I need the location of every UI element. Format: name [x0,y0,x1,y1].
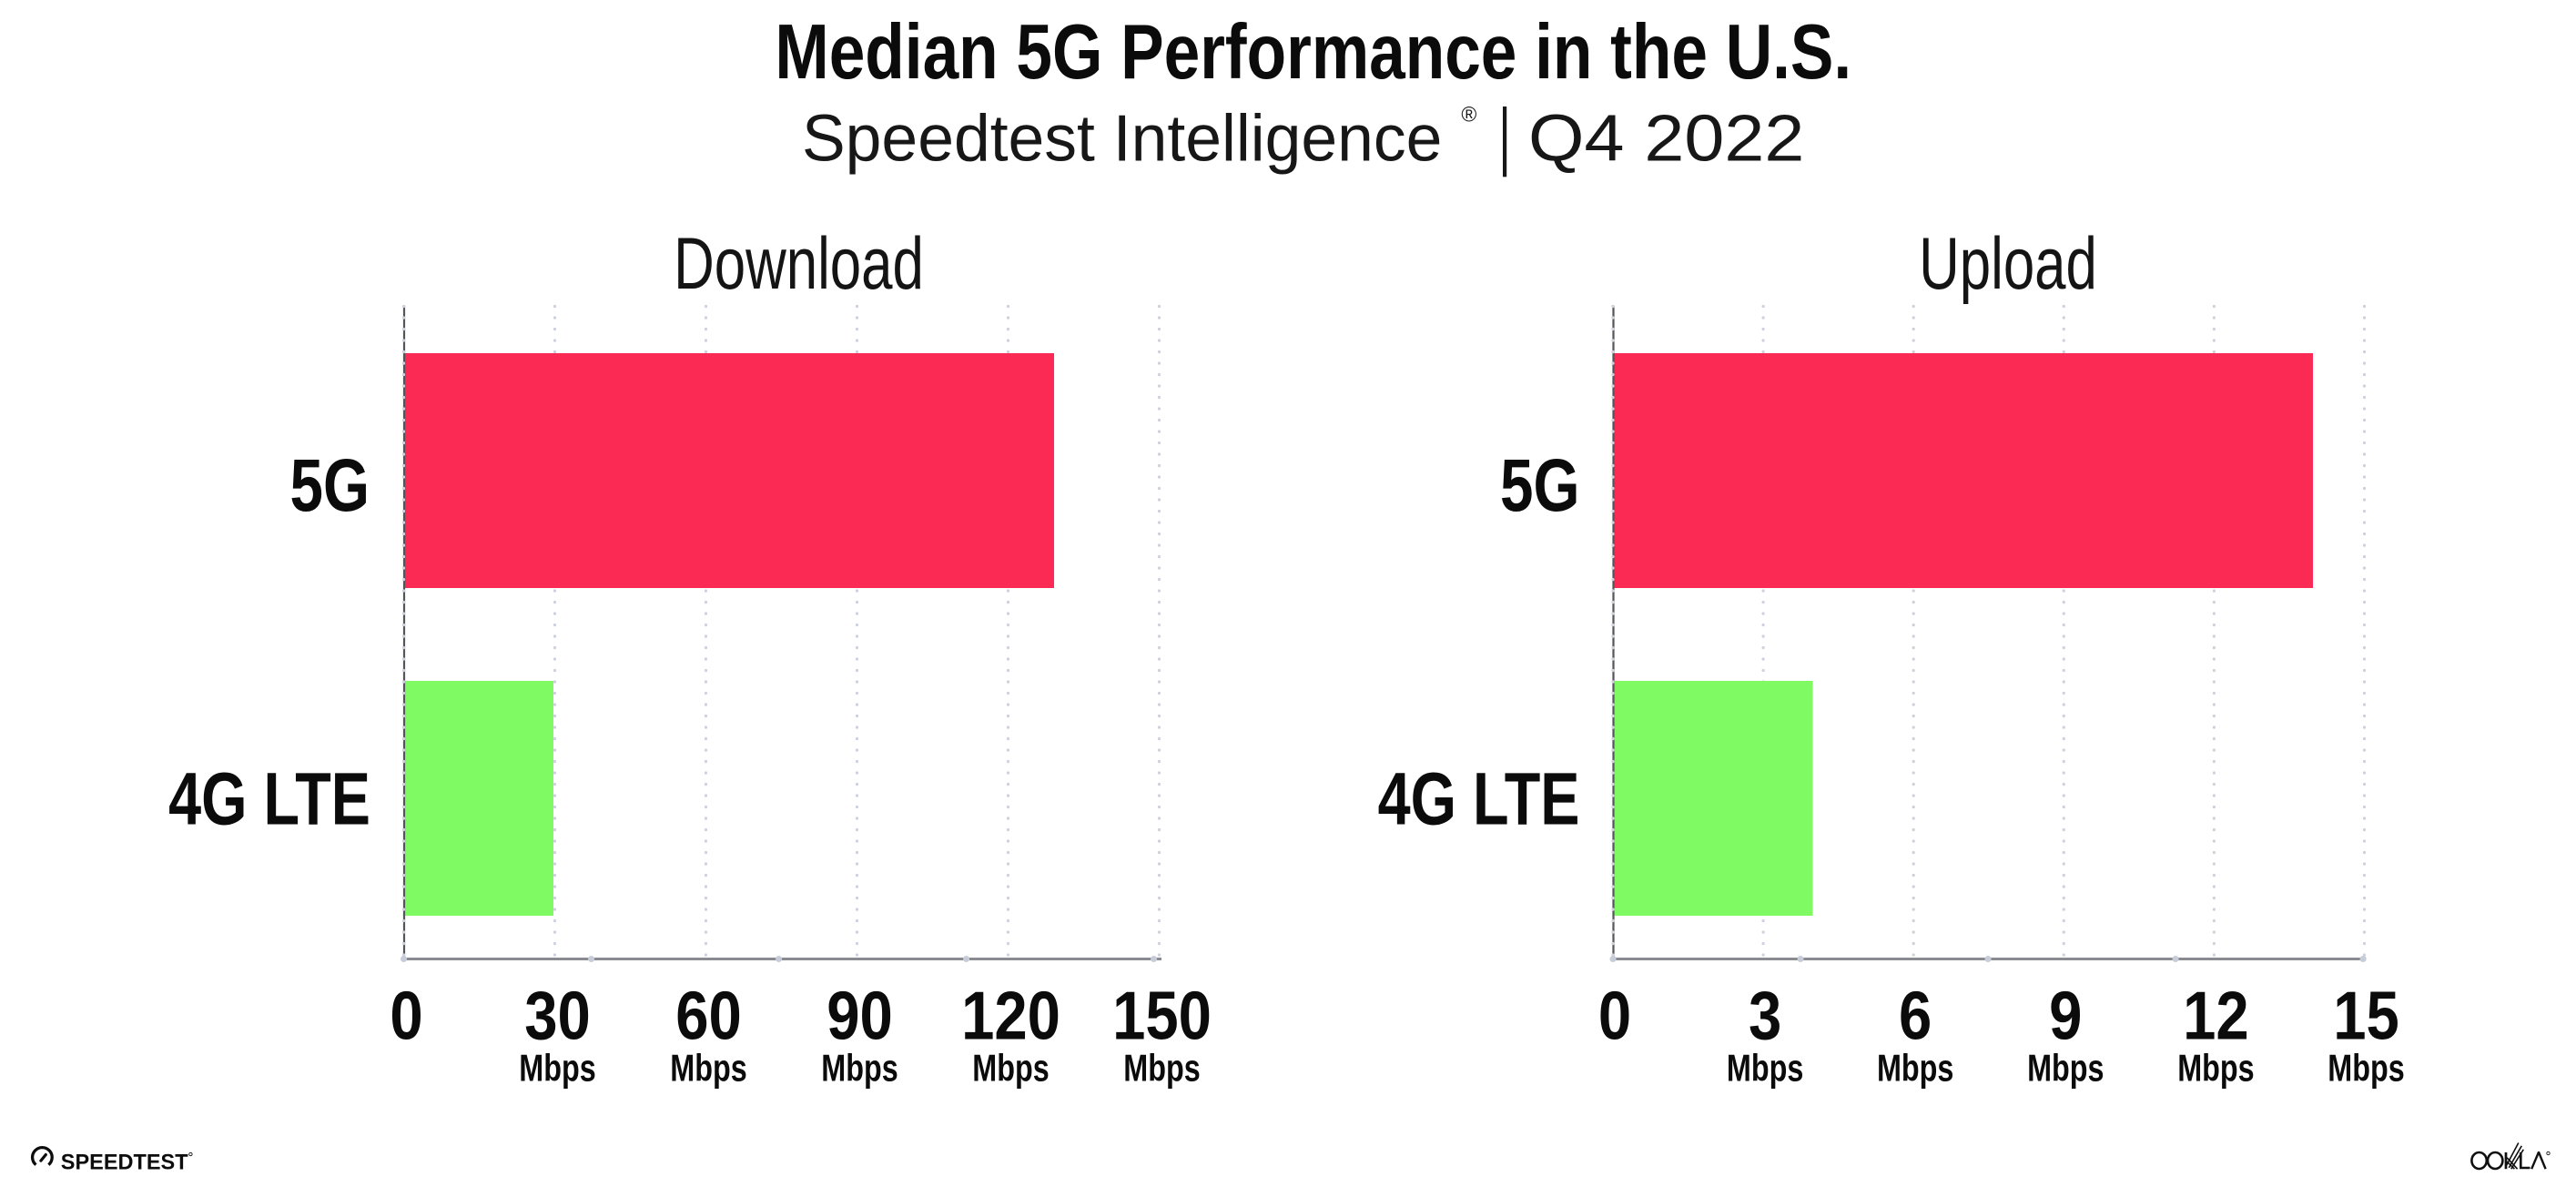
svg-text:3: 3 [1749,977,1781,1053]
svg-text:®: ® [1461,103,1476,127]
svg-text:Mbps: Mbps [821,1047,898,1090]
svg-text:9: 9 [2049,977,2082,1053]
svg-text:6: 6 [1899,977,1932,1053]
svg-text:Mbps: Mbps [2177,1047,2254,1090]
svg-text:Mbps: Mbps [1727,1047,1803,1090]
svg-text:0: 0 [1598,977,1631,1053]
svg-text:SPEEDTEST: SPEEDTEST [61,1150,188,1174]
svg-text:Mbps: Mbps [972,1047,1049,1090]
svg-text:0: 0 [390,977,422,1053]
svg-text:Upload: Upload [1919,223,2097,305]
svg-text:Q4 2022: Q4 2022 [1528,102,1804,175]
svg-text:4G LTE: 4G LTE [1378,756,1580,840]
svg-text:30: 30 [524,977,591,1053]
svg-text:60: 60 [675,977,742,1053]
svg-text:Mbps: Mbps [2328,1047,2404,1090]
svg-text:90: 90 [827,977,893,1053]
svg-text:Mbps: Mbps [670,1047,746,1090]
svg-text:Mbps: Mbps [1877,1047,1953,1090]
svg-text:120: 120 [961,977,1060,1053]
svg-text:Mbps: Mbps [2027,1047,2104,1090]
svg-text:Median 5G Performance in the U: Median 5G Performance in the U.S. [775,8,1851,95]
svg-text:15: 15 [2333,977,2399,1053]
svg-text:4G LTE: 4G LTE [168,756,370,840]
svg-text:Mbps: Mbps [519,1047,595,1090]
svg-text:Speedtest Intelligence: Speedtest Intelligence [802,102,1442,175]
svg-text:5G: 5G [289,443,370,527]
svg-text:150: 150 [1112,977,1212,1053]
svg-text:Mbps: Mbps [1123,1047,1200,1090]
svg-text:Download: Download [674,223,924,305]
svg-text:5G: 5G [1500,443,1580,527]
svg-text:12: 12 [2183,977,2249,1053]
